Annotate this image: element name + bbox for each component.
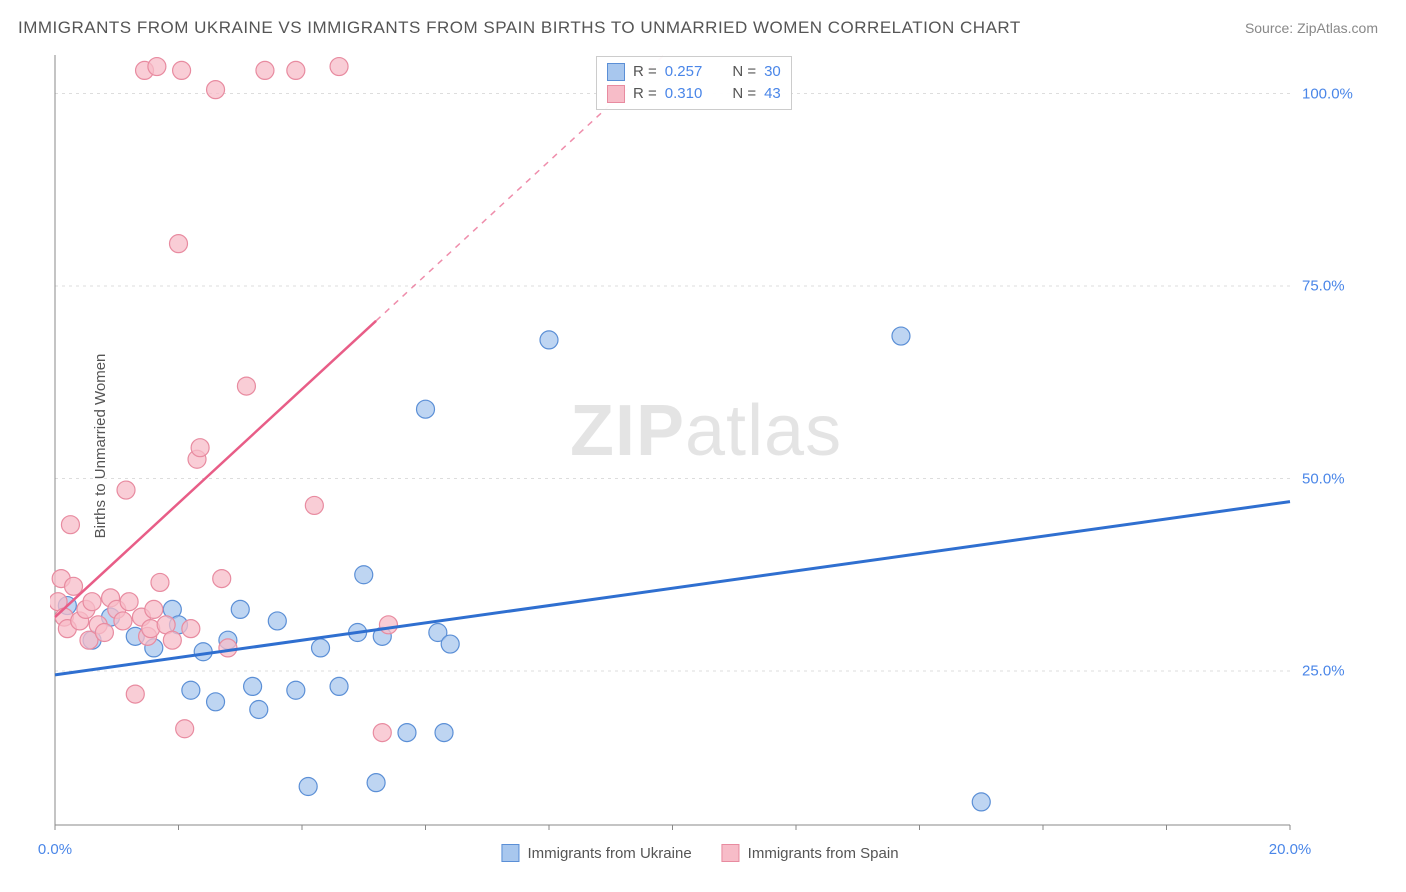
legend-item-spain[interactable]: Immigrants from Spain [722, 844, 899, 862]
r-value: 0.310 [665, 83, 703, 105]
r-label: R = [633, 83, 657, 105]
legend-swatch-spain [722, 844, 740, 862]
legend-label: Immigrants from Ukraine [527, 845, 691, 862]
n-label: N = [732, 61, 756, 83]
n-value: 30 [764, 61, 781, 83]
legend-swatch-spain [607, 85, 625, 103]
y-tick-label: 100.0% [1302, 85, 1352, 102]
legend-row-ukraine: R = 0.257 N = 30 [607, 61, 781, 83]
legend-item-ukraine[interactable]: Immigrants from Ukraine [501, 844, 691, 862]
y-tick-label: 75.0% [1302, 278, 1352, 295]
x-tick-label: 0.0% [38, 841, 72, 858]
series-legend: Immigrants from Ukraine Immigrants from S… [501, 844, 898, 862]
source-link[interactable]: ZipAtlas.com [1297, 20, 1378, 36]
source-label: Source: [1245, 20, 1297, 36]
n-label: N = [732, 83, 756, 105]
scatter-chart [50, 50, 1350, 830]
x-tick-label: 20.0% [1269, 841, 1312, 858]
source-attribution: Source: ZipAtlas.com [1245, 20, 1378, 36]
legend-row-spain: R = 0.310 N = 43 [607, 83, 781, 105]
chart-title: IMMIGRANTS FROM UKRAINE VS IMMIGRANTS FR… [18, 18, 1021, 38]
legend-swatch-ukraine [501, 844, 519, 862]
n-value: 43 [764, 83, 781, 105]
correlation-legend: R = 0.257 N = 30 R = 0.310 N = 43 [596, 56, 792, 110]
r-value: 0.257 [665, 61, 703, 83]
r-label: R = [633, 61, 657, 83]
chart-plot-area: R = 0.257N = 30R = 0.310N = 43 ZIPatlas … [50, 50, 1350, 830]
legend-swatch-ukraine [607, 63, 625, 81]
y-tick-label: 25.0% [1302, 663, 1352, 680]
y-tick-label: 50.0% [1302, 470, 1352, 487]
legend-label: Immigrants from Spain [748, 845, 899, 862]
